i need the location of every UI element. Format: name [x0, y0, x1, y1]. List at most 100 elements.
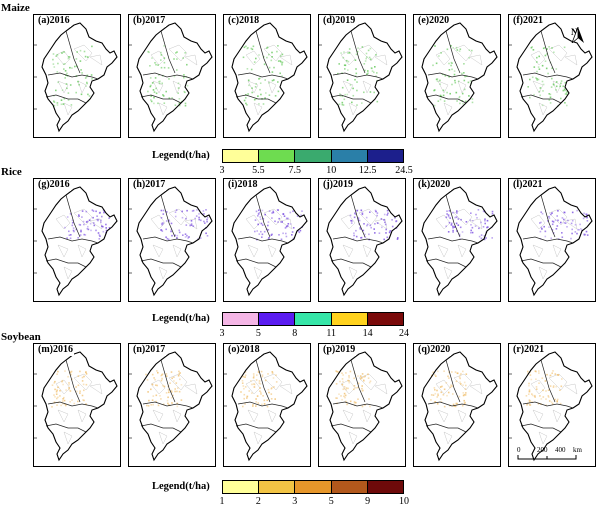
yield-pixel — [165, 392, 168, 394]
legend-swatch — [295, 150, 332, 162]
yield-pixel — [531, 394, 534, 397]
county-boundary — [279, 54, 293, 66]
yield-pixel — [363, 63, 366, 65]
legend-tick-label: 24 — [399, 328, 409, 339]
legend-swatch — [223, 150, 260, 162]
region-map — [224, 186, 308, 297]
county-boundary — [57, 244, 69, 258]
yield-pixel — [261, 233, 264, 236]
yield-pixel — [453, 70, 456, 72]
yield-pixel — [186, 209, 188, 212]
yield-pixel — [150, 95, 152, 97]
yield-pixel — [289, 211, 292, 214]
yield-pixel — [69, 401, 71, 403]
yield-pixel — [277, 90, 280, 93]
yield-pixel — [463, 399, 465, 402]
province-boundary — [47, 401, 99, 409]
yield-pixel — [184, 236, 187, 238]
yield-pixel — [456, 100, 458, 102]
legend-colorbar — [222, 312, 404, 326]
scale-bar: 0 200 400 km — [515, 444, 595, 464]
yield-pixel — [167, 67, 170, 69]
yield-pixel — [251, 392, 253, 394]
county-boundary — [57, 80, 69, 94]
yield-pixel — [268, 210, 271, 212]
yield-pixel — [452, 225, 454, 228]
yield-pixel — [564, 81, 567, 84]
yield-pixel — [538, 90, 541, 93]
yield-pixel — [471, 101, 474, 104]
yield-pixel — [72, 229, 75, 232]
yield-pixel — [432, 394, 435, 396]
yield-pixel — [354, 59, 357, 61]
region-map — [34, 351, 118, 462]
yield-pixel — [96, 215, 98, 217]
county-boundary — [532, 244, 544, 258]
yield-pixel — [445, 382, 448, 384]
yield-pixel — [71, 67, 73, 69]
yield-pixel — [469, 80, 472, 82]
county-boundary — [158, 102, 168, 116]
yield-pixel — [361, 213, 364, 216]
yield-pixel — [534, 396, 536, 398]
yield-pixel — [346, 93, 349, 96]
yield-pixel — [63, 97, 66, 100]
yield-pixel — [542, 396, 545, 398]
yield-pixel — [180, 384, 183, 386]
yield-pixel — [250, 68, 253, 71]
county-boundary — [342, 409, 354, 423]
yield-pixel — [482, 210, 485, 213]
yield-pixel — [146, 379, 149, 381]
yield-pixel — [165, 90, 167, 93]
yield-pixel — [450, 45, 452, 47]
yield-pixel — [394, 217, 396, 219]
yield-pixel — [448, 221, 451, 224]
yield-pixel — [341, 378, 344, 380]
yield-pixel — [185, 224, 188, 226]
yield-pixel — [243, 387, 245, 390]
yield-pixel — [363, 380, 365, 382]
county-boundary — [548, 208, 568, 226]
yield-pixel — [545, 67, 548, 70]
legend-swatch — [259, 313, 296, 325]
yield-pixel — [81, 394, 84, 397]
yield-pixel — [79, 224, 82, 226]
yield-pixel — [267, 224, 269, 227]
yield-pixel — [464, 388, 467, 390]
yield-pixel — [443, 370, 445, 372]
yield-pixel — [105, 229, 108, 232]
yield-pixel — [529, 96, 531, 99]
yield-pixel — [436, 396, 438, 398]
yield-pixel — [285, 217, 288, 220]
yield-pixel — [549, 374, 552, 377]
yield-pixel — [178, 229, 180, 232]
yield-pixel — [443, 388, 446, 391]
yield-pixel — [341, 101, 344, 104]
yield-pixel — [64, 63, 66, 65]
yield-pixel — [455, 402, 457, 405]
scale-bar-tick: 200 — [537, 446, 548, 454]
yield-pixel — [468, 57, 470, 59]
yield-pixel — [454, 79, 456, 82]
yield-pixel — [245, 97, 247, 99]
yield-pixel — [564, 89, 566, 92]
yield-pixel — [544, 380, 547, 382]
yield-pixel — [547, 72, 549, 75]
yield-pixel — [433, 89, 435, 92]
yield-pixel — [338, 103, 341, 105]
yield-pixel — [162, 222, 164, 225]
yield-pixel — [361, 377, 363, 379]
yield-pixel — [99, 235, 101, 237]
yield-pixel — [458, 233, 461, 235]
yield-pixel — [266, 399, 269, 402]
yield-pixel — [73, 230, 75, 233]
yield-pixel — [538, 382, 540, 384]
yield-pixel — [248, 390, 250, 392]
yield-pixel — [491, 210, 494, 213]
yield-pixel — [59, 395, 61, 397]
yield-pixel — [564, 222, 567, 224]
legend-swatch — [331, 150, 368, 162]
yield-pixel — [83, 389, 85, 392]
yield-pixel — [458, 96, 460, 99]
county-boundary — [245, 379, 261, 395]
